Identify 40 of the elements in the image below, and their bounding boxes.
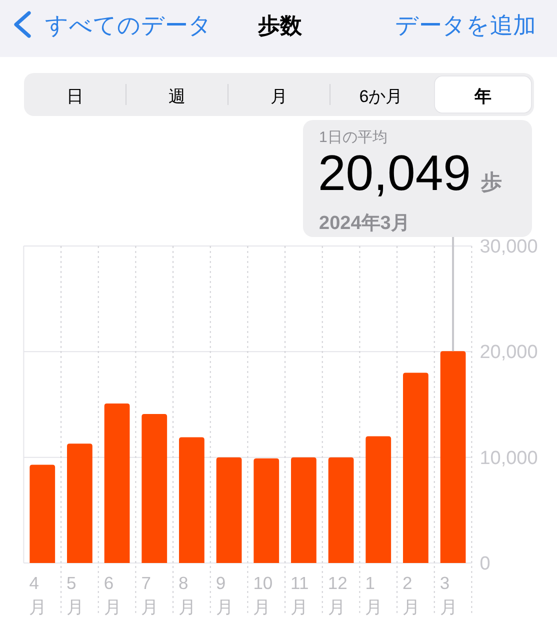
bar [366,436,392,563]
chart-title: 歩数 [257,13,303,38]
x-tick-label: 10月 [253,573,273,617]
x-tick-label: 6月 [104,573,122,617]
x-tick-label: 3月 [440,573,458,617]
annotation: 20,049 [318,145,471,201]
y-tick-label: 0 [480,554,490,574]
text: 1日の平均 [319,129,388,146]
bar [328,457,354,563]
bar [104,403,130,563]
y-tick-label: 10,000 [480,448,538,469]
text: データを追加 [395,12,536,38]
x-tick-label: 1月 [365,573,384,617]
text: 6か月 [359,87,403,106]
text: 日 [66,87,84,106]
y-tick-label: 30,000 [480,236,538,258]
x-tick-label: 4月 [29,573,48,617]
text: すべてのデータ [45,12,212,38]
x-tick-label: 2月 [402,573,421,617]
x-tick-label: 8月 [178,573,197,617]
bar [291,457,316,563]
bar [216,457,242,563]
x-tick-label: 7月 [141,573,160,617]
x-tick-label: 5月 [66,573,85,617]
bar [403,372,428,563]
text: 歩 [480,171,502,194]
bar [440,351,466,563]
text: 2024年3月 [319,213,410,234]
x-tick-label: 9月 [216,573,234,617]
bar [30,464,56,563]
y-tick-label: 20,000 [480,342,538,364]
bar [67,444,92,563]
x-tick-label: 11月 [290,573,309,617]
bar [179,437,204,563]
bar [254,458,280,563]
text: 年 [474,87,492,106]
text: 月 [270,87,288,106]
bar [142,414,168,563]
x-tick-label: 12月 [328,573,348,617]
text: 週 [168,87,186,106]
